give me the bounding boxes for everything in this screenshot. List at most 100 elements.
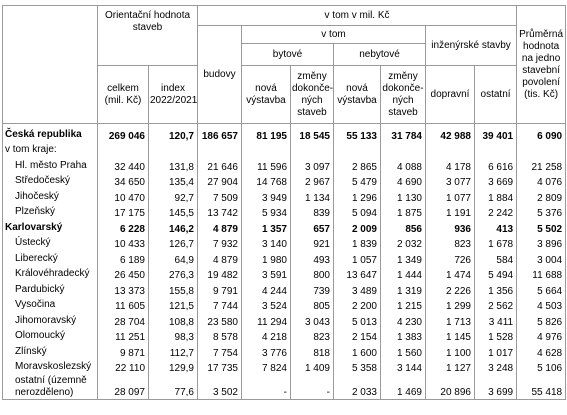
- cell: 27 904: [197, 173, 242, 189]
- table-row: Královéhradecký 26 450 276,3 19 482 3 591 800…: [2, 266, 567, 282]
- text-line: výstavba: [246, 94, 286, 106]
- table-row: Středočeský 34 650 135,4 27 904 14 768 2 967 5…: [2, 173, 567, 189]
- text-line: Jihomoravský: [15, 314, 77, 326]
- cell: 11 605: [97, 297, 149, 313]
- text-line: staveb: [388, 106, 418, 118]
- cell: 92,7: [148, 189, 198, 205]
- text-line: stavební: [522, 64, 560, 76]
- cell: 4 178: [425, 158, 475, 174]
- header-cell: dopravní: [425, 65, 475, 124]
- cell: 3 411: [473, 313, 518, 329]
- cell: 6 189: [97, 251, 149, 267]
- cell: 20 896: [425, 375, 475, 400]
- cell: 3 144: [380, 359, 426, 375]
- cell: 14 768: [241, 173, 291, 189]
- cell: 145,5: [148, 204, 198, 220]
- row-label: Pardubický: [2, 282, 98, 298]
- cell: 1 145: [425, 328, 475, 344]
- text-line: ných: [392, 94, 414, 106]
- text-line: hodnota: [523, 40, 560, 52]
- row-label: Olomoucký: [2, 328, 98, 344]
- cell: 3 043: [290, 313, 334, 329]
- cell: 77,6: [148, 375, 198, 400]
- cell: 6 090: [516, 123, 567, 143]
- cell: 2 809: [516, 189, 567, 205]
- text-line: Moravskoslezský: [15, 361, 92, 373]
- cell: 1 469: [380, 375, 426, 400]
- text-line: Ústecký: [15, 237, 51, 249]
- cell: 11 596: [241, 158, 291, 174]
- text-line: Průměrná: [519, 28, 564, 40]
- cell: 276,3: [148, 266, 198, 282]
- text-line: (mil. Kč): [104, 94, 142, 106]
- row-label: Zlínský: [2, 344, 98, 360]
- cell: 3 004: [516, 251, 567, 267]
- cell: 4 230: [380, 313, 426, 329]
- cell: 1 319: [380, 282, 426, 298]
- cell: 818: [290, 344, 334, 360]
- text-line: ných: [301, 94, 323, 106]
- cell: 31 784: [380, 123, 426, 143]
- cell: 5 664: [516, 282, 567, 298]
- cell: 22 110: [97, 359, 149, 375]
- cell: 2 242: [473, 204, 518, 220]
- table-row: Hl. město Praha 32 440 131,8 21 646 11 596 3 …: [2, 158, 567, 174]
- cell: 5 358: [333, 359, 381, 375]
- cell: [516, 142, 567, 158]
- cell: 5 013: [333, 313, 381, 329]
- cell: [97, 142, 149, 158]
- cell: 3 502: [197, 375, 242, 400]
- cell: 1 017: [473, 344, 518, 360]
- cell: 823: [290, 328, 334, 344]
- row-label: Moravskoslezský: [2, 359, 98, 375]
- cell: 21 258: [516, 158, 567, 174]
- cell: 28 704: [97, 313, 149, 329]
- cell: 5 376: [516, 204, 567, 220]
- text-line: Karlovarský: [5, 221, 63, 233]
- text-line: index: [161, 82, 185, 94]
- cell: 805: [290, 297, 334, 313]
- header-cell: v tom: [241, 25, 426, 44]
- header-cell: Orientační hodnota staveb: [97, 5, 198, 66]
- text-line: změny: [297, 70, 327, 82]
- cell: -: [241, 375, 291, 400]
- cell: 34 650: [97, 173, 149, 189]
- cell: 1 980: [241, 251, 291, 267]
- cell: 112,7: [148, 344, 198, 360]
- cell: 2 033: [333, 375, 381, 400]
- cell: 4 503: [516, 297, 567, 313]
- cell: 7 754: [197, 344, 242, 360]
- row-label: Plzeňský: [2, 204, 98, 220]
- cell: 2 032: [380, 235, 426, 251]
- cell: 1 678: [473, 235, 518, 251]
- text-line: nerozděleno): [15, 387, 74, 398]
- text-line: ostatní (územně: [15, 375, 87, 386]
- cell: 135,4: [148, 173, 198, 189]
- cell: 98,3: [148, 328, 198, 344]
- cell: 1 057: [333, 251, 381, 267]
- row-label: Královéhradecký: [2, 266, 98, 282]
- text-line: celkem: [107, 82, 139, 94]
- row-label: Jihočeský: [2, 189, 98, 205]
- cell: 13 647: [333, 266, 381, 282]
- cell: 4 076: [516, 173, 567, 189]
- cell: 26 450: [97, 266, 149, 282]
- cell: 155,8: [148, 282, 198, 298]
- header-cell: celkem (mil. Kč): [97, 65, 149, 124]
- cell: [473, 142, 518, 158]
- cell: 7 509: [197, 189, 242, 205]
- cell: 1 839: [333, 235, 381, 251]
- cell: 3 077: [425, 173, 475, 189]
- cell: 1 349: [380, 251, 426, 267]
- cell: 1 134: [290, 189, 334, 205]
- cell: 1 296: [333, 189, 381, 205]
- cell: 55 418: [516, 375, 567, 400]
- page: Orientační hodnota staveb v tom v mil. K…: [0, 5, 567, 415]
- cell: 1 356: [473, 282, 518, 298]
- cell: 3 489: [333, 282, 381, 298]
- table-row: Pardubický 13 373 155,8 9 791 4 244 739 3 489 1…: [2, 282, 567, 298]
- cell: 6 228: [97, 220, 149, 236]
- text-line: (tis. Kč): [524, 88, 559, 100]
- text-line: povolení: [522, 76, 560, 88]
- cell: 2 154: [333, 328, 381, 344]
